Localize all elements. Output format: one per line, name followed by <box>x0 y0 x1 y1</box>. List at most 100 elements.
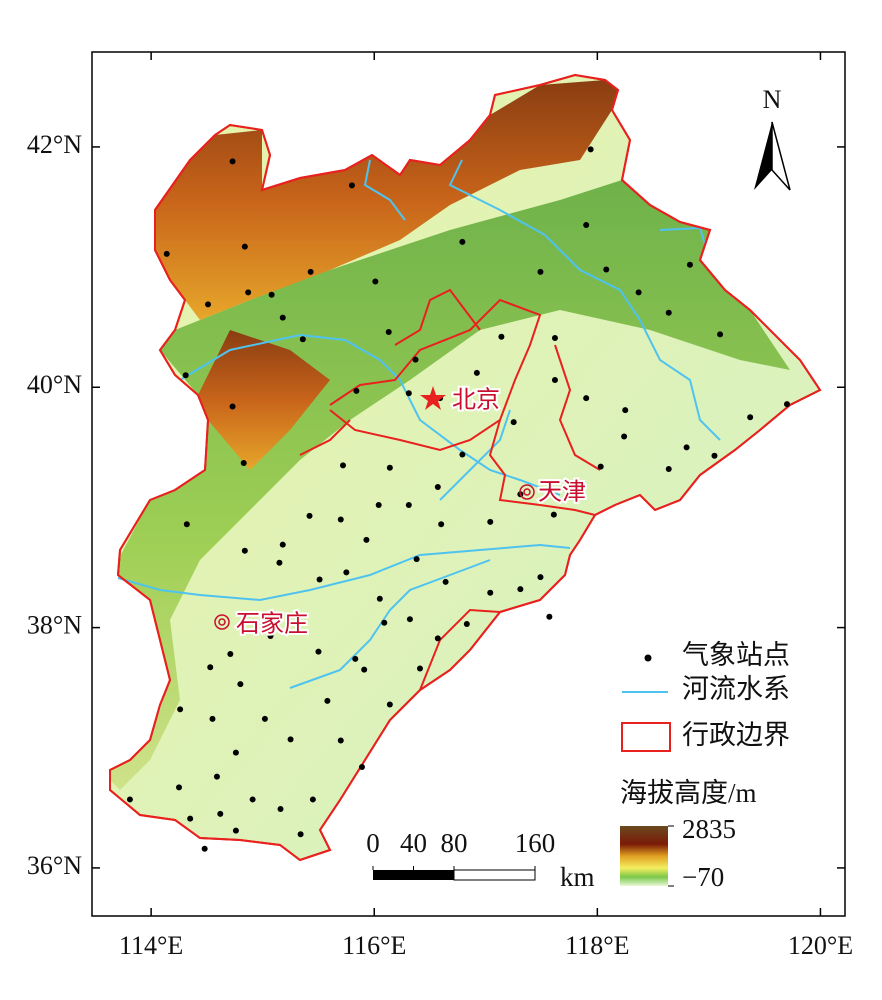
station <box>241 243 248 250</box>
station <box>261 715 268 722</box>
station <box>487 518 494 525</box>
station <box>337 737 344 744</box>
station <box>363 536 370 543</box>
city-symbol <box>214 614 230 630</box>
x-tick-label: 116°E <box>342 931 406 960</box>
station <box>711 452 718 459</box>
station <box>665 309 672 316</box>
station <box>315 648 322 655</box>
station <box>459 238 466 245</box>
legend-label: 行政边界 <box>682 720 790 750</box>
station <box>227 651 234 658</box>
station <box>381 619 388 626</box>
station <box>412 356 419 363</box>
station <box>510 419 517 426</box>
station <box>229 403 236 410</box>
station <box>665 465 672 472</box>
station <box>348 182 355 189</box>
station <box>386 464 393 471</box>
legend-label: 河流水系 <box>682 674 790 704</box>
station <box>237 681 244 688</box>
station <box>537 574 544 581</box>
station <box>517 586 524 593</box>
station <box>358 763 365 770</box>
station <box>405 390 412 397</box>
colorbar-title: 海拔高度/m <box>620 778 757 808</box>
station <box>183 521 190 528</box>
scale-segment <box>373 870 454 880</box>
station <box>386 701 393 708</box>
city-markers: 北京 天津 石家庄 <box>214 385 588 640</box>
y-tick-label: 42°N <box>27 130 82 159</box>
city-label: 天津 <box>538 479 586 506</box>
station <box>232 827 239 834</box>
scale-label: 80 <box>441 828 468 858</box>
colorbar-label: 2835 <box>682 814 736 844</box>
station <box>683 444 690 451</box>
scale-segment <box>453 869 536 881</box>
colorbar <box>620 826 668 886</box>
station <box>463 620 470 627</box>
station <box>287 736 294 743</box>
station <box>376 595 383 602</box>
station <box>587 146 594 153</box>
station <box>241 547 248 554</box>
station <box>621 433 628 440</box>
x-tick-label: 114°E <box>119 931 183 960</box>
station <box>245 289 252 296</box>
station <box>385 328 392 335</box>
station <box>316 576 323 583</box>
station <box>375 502 382 509</box>
station <box>717 331 724 338</box>
station <box>306 512 313 519</box>
station <box>550 511 557 518</box>
city-label: 石家庄 <box>236 611 308 638</box>
y-tick-label: 36°N <box>27 851 82 880</box>
station <box>352 655 359 662</box>
station <box>583 222 590 229</box>
rivers <box>117 159 721 689</box>
scale-label: 0 <box>366 828 380 858</box>
north-label: N <box>763 85 782 114</box>
station <box>416 665 423 672</box>
y-tick-label: 40°N <box>27 370 82 399</box>
station <box>551 334 558 341</box>
north-arrow: N <box>754 85 791 191</box>
station <box>232 749 239 756</box>
colorbar-label: −70 <box>682 862 724 892</box>
station <box>546 613 553 620</box>
station <box>207 664 214 671</box>
scale-unit: km <box>560 862 595 892</box>
station <box>187 815 194 822</box>
station <box>182 372 189 379</box>
scale-label: 160 <box>515 828 556 858</box>
scale-bar: km <box>560 862 595 892</box>
station <box>551 377 558 384</box>
legend-boundary-symbol <box>621 722 671 752</box>
station <box>229 158 236 165</box>
station <box>434 484 441 491</box>
x-tick-label: 120°E <box>788 931 853 960</box>
scale-label: 40 <box>400 828 427 858</box>
station <box>361 666 368 673</box>
station <box>299 336 306 343</box>
legend-station-symbol <box>644 654 652 662</box>
station <box>268 291 275 298</box>
station <box>249 796 256 803</box>
station <box>205 301 212 308</box>
station <box>603 266 610 273</box>
station <box>487 589 494 596</box>
station <box>434 635 441 642</box>
station <box>353 387 360 394</box>
station <box>747 414 754 421</box>
capital-star <box>420 386 446 410</box>
city-symbol <box>523 488 531 496</box>
city-symbol <box>519 484 535 500</box>
admin-boundaries <box>109 73 822 862</box>
station <box>324 697 331 704</box>
station <box>309 796 316 803</box>
station <box>537 268 544 275</box>
station <box>267 633 274 640</box>
station <box>438 521 445 528</box>
station <box>783 401 790 408</box>
